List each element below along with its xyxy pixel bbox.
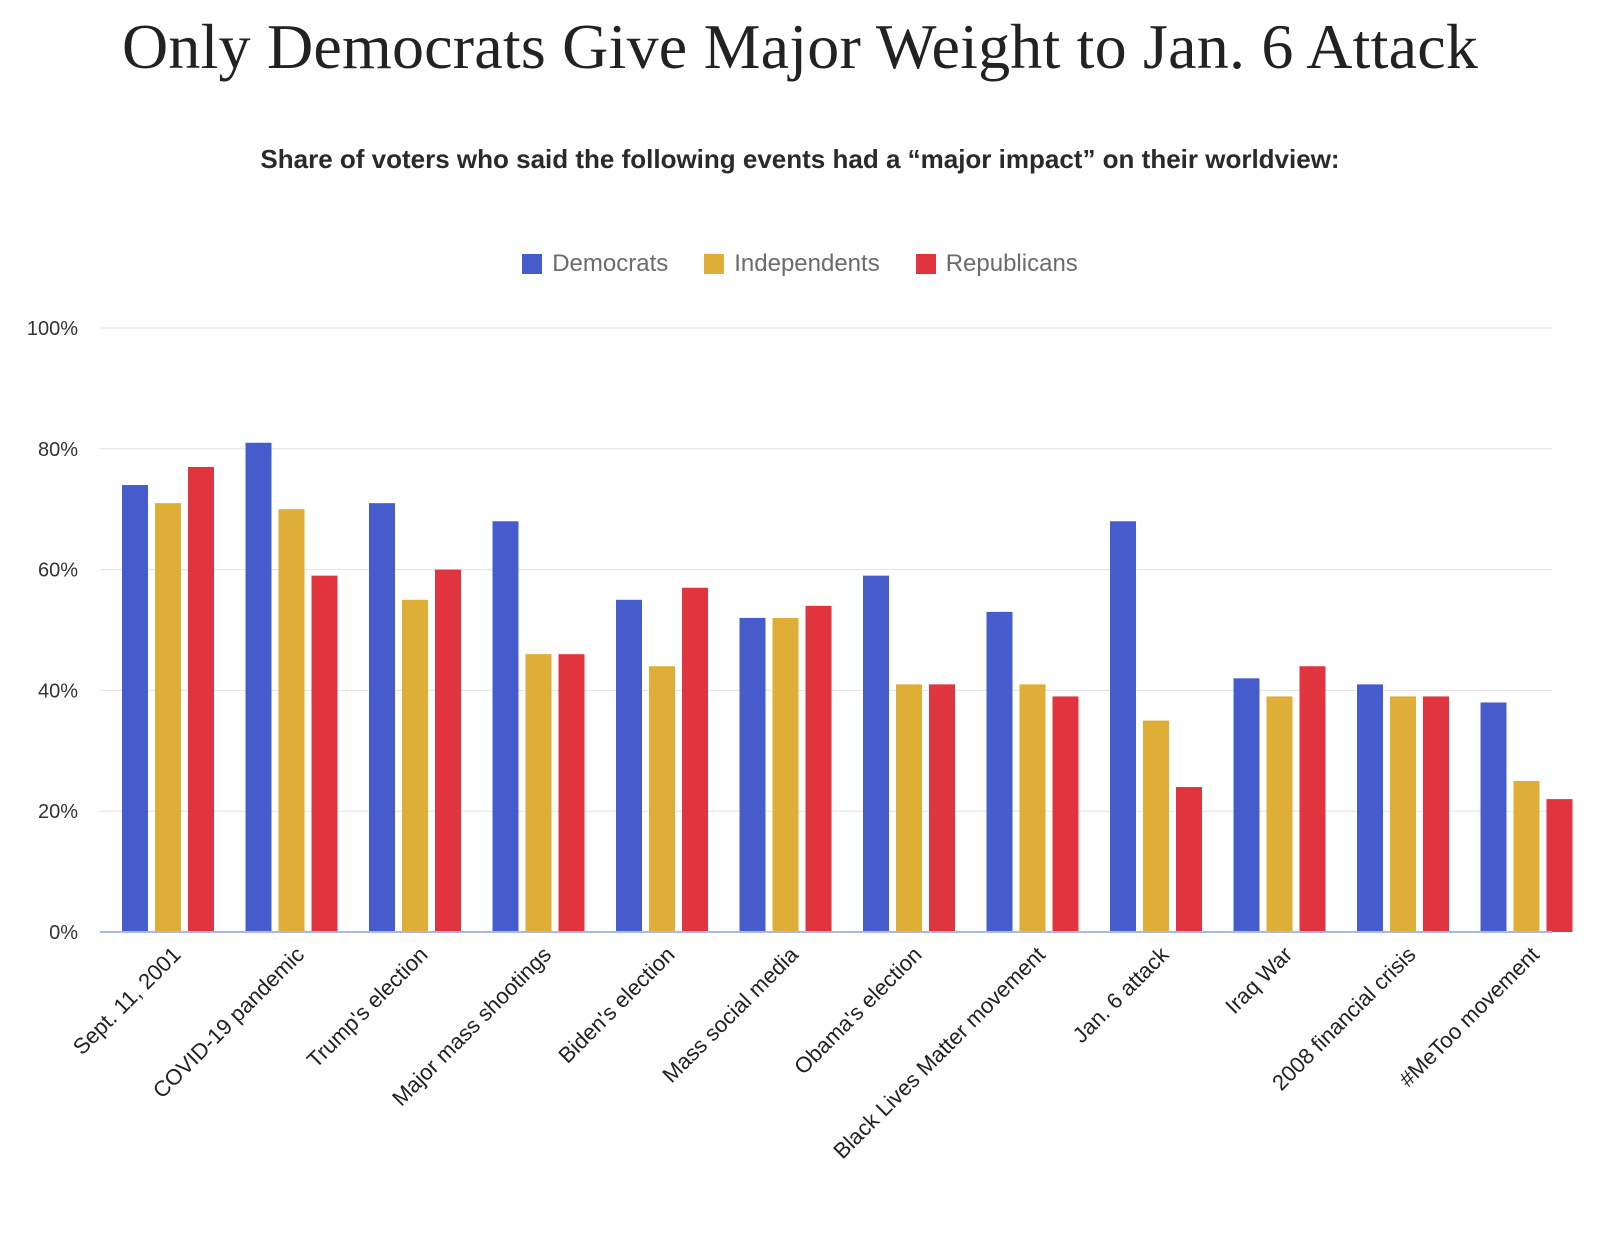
bar-democrats (986, 611, 1013, 932)
bar-democrats (1110, 521, 1136, 932)
bar-democrats (492, 521, 519, 932)
legend-swatch-independents (704, 254, 725, 274)
bar-independents (896, 684, 922, 932)
bar-republicans (188, 466, 214, 932)
bar-republicans (929, 684, 955, 932)
x-category-label: Sept. 11, 2001 (68, 942, 186, 1060)
bar-democrats (739, 617, 766, 932)
bar-independents (772, 617, 799, 932)
bar-democrats (245, 442, 272, 932)
bar-democrats (863, 575, 889, 932)
bar-republicans (1052, 696, 1079, 932)
bar-republicans (682, 587, 708, 932)
legend-swatch-democrats (522, 254, 543, 274)
y-tick-label: 0% (49, 922, 78, 944)
bar-independents (278, 509, 305, 932)
bar-republicans (1299, 666, 1326, 932)
legend: Democrats Independents Republicans (0, 250, 1600, 278)
bar-independents (1019, 684, 1046, 932)
x-category-label: Iraq War (1220, 942, 1297, 1019)
x-category-label: Black Lives Matter movement (828, 942, 1050, 1164)
bar-democrats (122, 485, 148, 932)
bar-independents (1513, 781, 1540, 932)
bar-republicans (558, 654, 585, 932)
legend-item-democrats[interactable]: Democrats (522, 250, 668, 278)
x-category-label: Biden's election (553, 942, 679, 1068)
legend-label-republicans: Republicans (945, 250, 1078, 277)
y-tick-label: 100% (27, 318, 78, 340)
y-tick-label: 40% (38, 680, 78, 702)
bar-democrats (1233, 678, 1260, 932)
bar-republicans (435, 569, 461, 932)
bar-democrats (1480, 702, 1507, 932)
legend-item-republicans[interactable]: Republicans (915, 250, 1078, 278)
legend-swatch-republicans (915, 254, 936, 274)
x-category-label: Obama's election (789, 942, 926, 1079)
bar-independents (1390, 696, 1416, 932)
legend-label-independents: Independents (734, 250, 880, 277)
bar-republicans (311, 575, 338, 932)
bar-independents (1266, 696, 1293, 932)
bar-republicans (1176, 787, 1202, 932)
legend-label-democrats: Democrats (552, 250, 669, 277)
x-category-label: Jan. 6 attack (1068, 941, 1175, 1048)
bar-democrats (1357, 684, 1383, 932)
bar-independents (155, 503, 181, 932)
bar-republicans (805, 605, 832, 932)
bar-independents (649, 666, 675, 932)
bar-republicans (1423, 696, 1449, 932)
bar-independents (1143, 720, 1169, 932)
bar-republicans (1546, 799, 1573, 932)
chart-title: Only Democrats Give Major Weight to Jan.… (121, 11, 1479, 82)
bar-independents (402, 599, 428, 932)
x-category-label: Mass social media (657, 941, 803, 1087)
x-category-label: Trump's election (302, 942, 433, 1073)
y-tick-label: 60% (38, 560, 78, 582)
y-tick-label: 80% (38, 439, 78, 461)
bar-democrats (616, 599, 642, 932)
chart-subtitle: Share of voters who said the following e… (260, 144, 1340, 174)
bar-democrats (369, 503, 395, 932)
bar-independents (525, 654, 552, 932)
y-tick-label: 20% (38, 801, 78, 823)
x-category-label: #MeToo movement (1394, 942, 1544, 1092)
legend-item-independents[interactable]: Independents (704, 250, 880, 278)
